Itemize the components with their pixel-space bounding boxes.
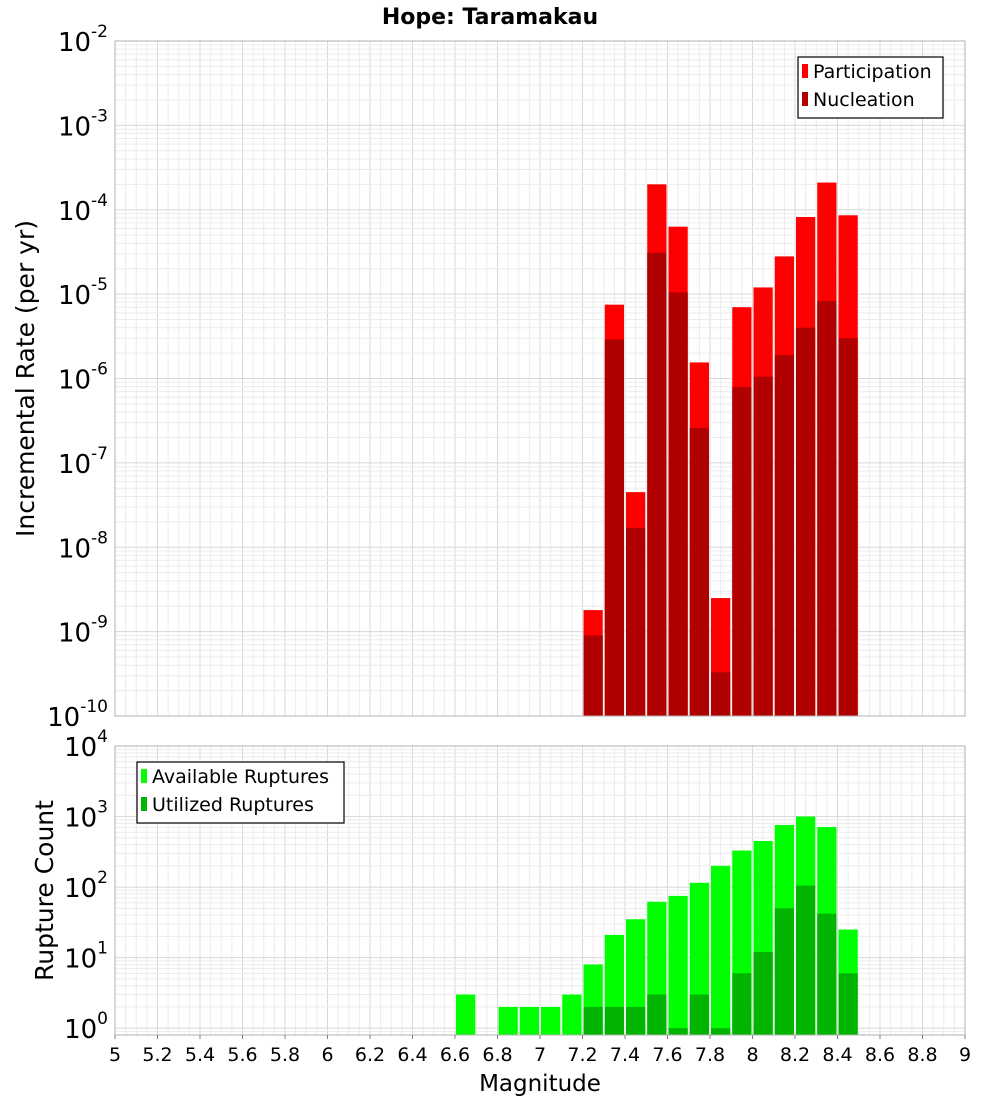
bar	[604, 1006, 624, 1035]
x-tick-label: 5.6	[227, 1044, 257, 1066]
legend: Available Ruptures Utilized Ruptures	[136, 761, 345, 824]
bar	[562, 994, 582, 1035]
bar	[753, 952, 773, 1035]
legend-label: Nucleation	[813, 89, 915, 111]
bar	[732, 973, 752, 1035]
bar	[838, 973, 858, 1035]
x-tick-label: 9	[959, 1044, 971, 1066]
bar	[626, 919, 646, 1035]
y-tick-label: 10-9	[58, 613, 108, 649]
y-axis-label: Incremental Rate (per yr)	[11, 220, 40, 537]
x-tick-label: 6.2	[355, 1044, 385, 1066]
bar	[604, 339, 624, 716]
x-tick-label: 6.4	[397, 1044, 427, 1066]
x-tick-label: 7.6	[652, 1044, 682, 1066]
x-tick-label: 8.6	[865, 1044, 895, 1066]
y-tick-label: 10-7	[58, 444, 108, 480]
bar	[774, 908, 794, 1035]
bar	[732, 387, 752, 716]
y-tick-label: 10-6	[58, 360, 108, 396]
top-panel-frame	[114, 40, 966, 717]
bar	[838, 338, 858, 716]
legend-swatch	[802, 92, 808, 106]
y-tick-label: 10-2	[58, 22, 108, 58]
y-tick-label: 103	[64, 798, 108, 834]
legend-label: Participation	[813, 61, 932, 83]
bar	[647, 994, 667, 1035]
bar	[774, 354, 794, 716]
bar	[796, 885, 816, 1035]
x-tick-label: 8.2	[780, 1044, 810, 1066]
y-tick-label: 101	[64, 939, 108, 975]
x-tick-label: 6	[321, 1044, 333, 1066]
x-tick-label: 7.8	[695, 1044, 725, 1066]
y-tick-label: 10-10	[47, 697, 108, 733]
legend-box	[797, 56, 944, 119]
y-tick-label: 10-8	[58, 528, 108, 564]
y-tick-label: 100	[64, 1009, 108, 1045]
bar	[711, 672, 731, 716]
bar	[498, 1006, 518, 1035]
bar	[647, 252, 667, 716]
bar	[796, 327, 816, 716]
x-tick-label: 5	[109, 1044, 121, 1066]
bar	[689, 427, 709, 716]
y-tick-label: 10-5	[58, 275, 108, 311]
bar	[583, 635, 603, 716]
y-tick-label: 10-3	[58, 106, 108, 142]
x-tick-label: 8.4	[822, 1044, 852, 1066]
series-utilized-ruptures	[583, 885, 858, 1035]
x-tick-label: 8.8	[907, 1044, 937, 1066]
top-panel: 10-2 10-3 10-4 10-5 10-6 10-7 10-8 10-9 10-10 Inc…	[11, 22, 966, 733]
bar	[668, 292, 688, 716]
y-tick-label: 104	[64, 727, 108, 763]
bar	[583, 1006, 603, 1035]
bar	[668, 895, 688, 1035]
y-axis-label: Rupture Count	[30, 800, 59, 981]
x-tick-label: 6.6	[440, 1044, 470, 1066]
bar	[817, 913, 837, 1035]
y-tick-label: 102	[64, 868, 108, 904]
x-tick-label: 5.4	[185, 1044, 215, 1066]
legend: Participation Nucleation	[797, 56, 944, 119]
bar	[626, 527, 646, 716]
x-axis-label: Magnitude	[479, 1071, 601, 1097]
bar	[541, 1006, 561, 1035]
x-tick-label: 7	[534, 1044, 546, 1066]
bar	[456, 994, 476, 1035]
series-nucleation	[583, 252, 858, 716]
bar	[626, 1006, 646, 1035]
x-tick-label: 7.2	[567, 1044, 597, 1066]
chart-title: Hope: Taramakau	[382, 5, 598, 30]
legend-box	[136, 761, 345, 824]
x-tick-label: 5.8	[270, 1044, 300, 1066]
bar	[817, 300, 837, 716]
legend-label: Utilized Ruptures	[152, 794, 314, 816]
y-tick-label: 10-4	[58, 191, 108, 227]
legend-swatch	[802, 64, 808, 78]
legend-swatch	[141, 797, 147, 811]
x-tick-label: 7.4	[610, 1044, 640, 1066]
bar	[711, 865, 731, 1035]
bar	[668, 1028, 688, 1035]
x-tick-label: 6.8	[482, 1044, 512, 1066]
bar	[711, 1028, 731, 1035]
bar	[689, 994, 709, 1035]
x-tick-label: 5.2	[142, 1044, 172, 1066]
x-tick-label: 8	[746, 1044, 758, 1066]
bar	[753, 376, 773, 716]
legend-label: Available Ruptures	[152, 766, 329, 788]
legend-swatch	[141, 769, 147, 783]
bar	[519, 1006, 539, 1035]
